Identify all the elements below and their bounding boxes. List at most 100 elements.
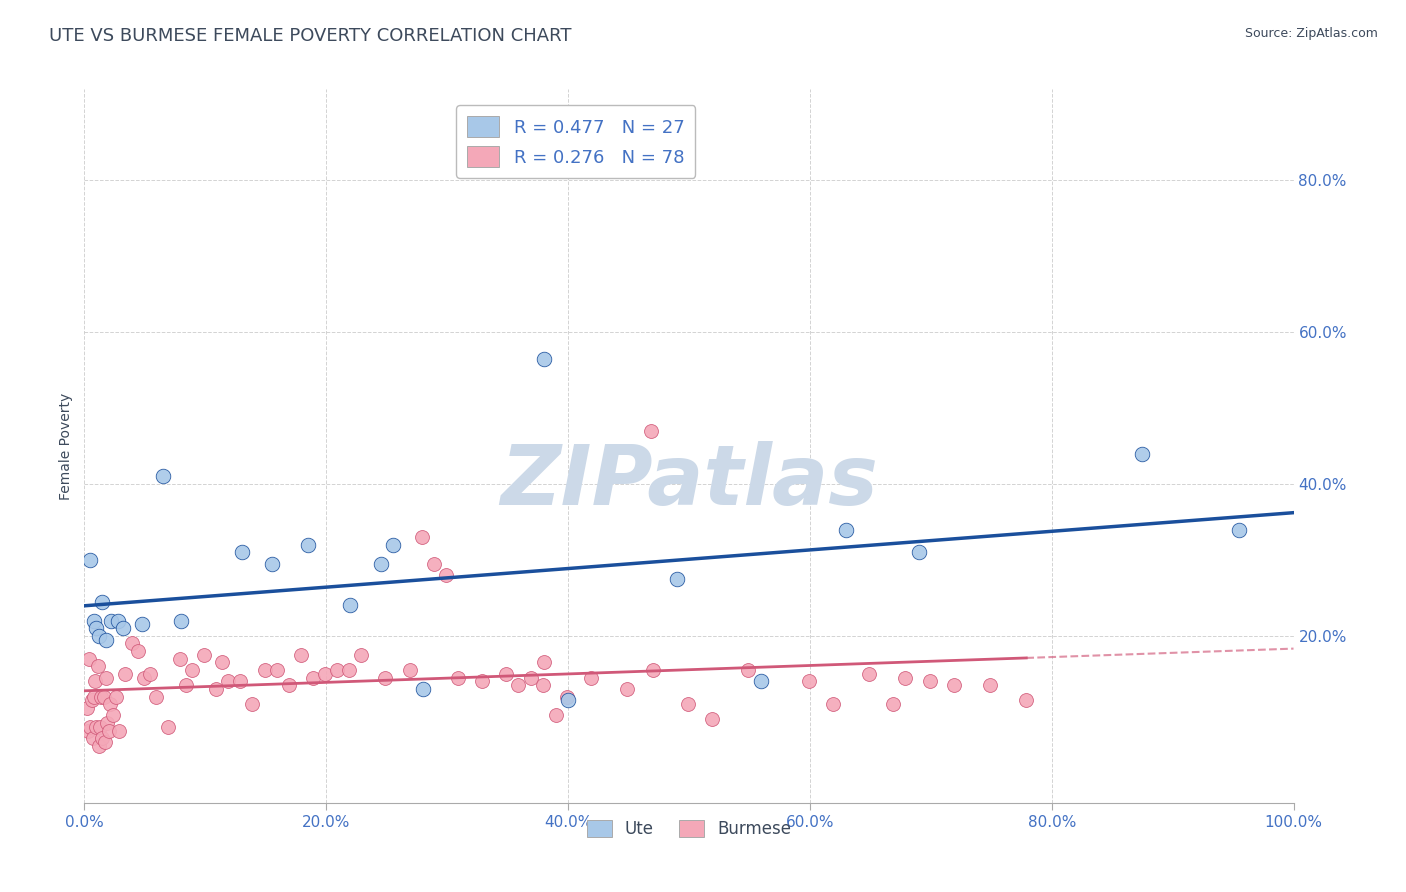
Point <box>174 678 197 692</box>
Point <box>640 424 662 438</box>
Legend: Ute, Burmese: Ute, Burmese <box>579 813 799 845</box>
Point <box>858 666 880 681</box>
Point <box>302 671 325 685</box>
Point <box>979 678 1001 692</box>
Point <box>434 568 457 582</box>
Point <box>83 690 105 704</box>
Point <box>544 708 567 723</box>
Point <box>112 621 135 635</box>
Point <box>77 723 100 738</box>
Point <box>152 469 174 483</box>
Point <box>211 656 233 670</box>
Point <box>86 659 108 673</box>
Point <box>447 671 470 685</box>
Point <box>100 614 122 628</box>
Point <box>231 545 253 559</box>
Point <box>533 656 555 670</box>
Point <box>83 614 105 628</box>
Point <box>314 666 336 681</box>
Point <box>89 720 111 734</box>
Point <box>751 674 773 689</box>
Point <box>381 538 404 552</box>
Point <box>76 701 98 715</box>
Point <box>86 720 108 734</box>
Point <box>84 674 107 689</box>
Point <box>350 648 373 662</box>
Point <box>495 666 517 681</box>
Point <box>79 720 101 734</box>
Point <box>374 671 396 685</box>
Point <box>557 693 579 707</box>
Point <box>82 731 104 746</box>
Point <box>508 678 530 692</box>
Point <box>87 739 110 753</box>
Text: UTE VS BURMESE FEMALE POVERTY CORRELATION CHART: UTE VS BURMESE FEMALE POVERTY CORRELATIO… <box>49 27 572 45</box>
Point <box>641 663 664 677</box>
Y-axis label: Female Poverty: Female Poverty <box>59 392 73 500</box>
Point <box>797 674 820 689</box>
Point <box>398 663 420 677</box>
Point <box>942 678 965 692</box>
Point <box>471 674 494 689</box>
Point <box>80 693 103 707</box>
Point <box>339 599 361 613</box>
Point <box>138 666 160 681</box>
Point <box>96 716 118 731</box>
Point <box>229 674 252 689</box>
Point <box>918 674 941 689</box>
Point <box>97 723 120 738</box>
Point <box>94 671 117 685</box>
Point <box>882 697 904 711</box>
Point <box>370 557 392 571</box>
Point <box>169 651 191 665</box>
Point <box>121 636 143 650</box>
Point <box>1015 693 1038 707</box>
Point <box>205 681 228 696</box>
Point <box>91 594 114 608</box>
Point <box>94 735 117 749</box>
Point <box>253 663 276 677</box>
Point <box>94 632 117 647</box>
Point <box>79 553 101 567</box>
Point <box>411 530 433 544</box>
Point <box>337 663 360 677</box>
Point <box>297 538 319 552</box>
Point <box>531 678 554 692</box>
Point <box>107 614 129 628</box>
Point <box>103 708 125 723</box>
Point <box>260 557 283 571</box>
Point <box>907 545 929 559</box>
Point <box>87 629 110 643</box>
Point <box>242 697 264 711</box>
Point <box>93 690 115 704</box>
Point <box>91 731 114 746</box>
Point <box>266 663 288 677</box>
Text: Source: ZipAtlas.com: Source: ZipAtlas.com <box>1244 27 1378 40</box>
Point <box>290 648 312 662</box>
Point <box>104 690 127 704</box>
Point <box>326 663 349 677</box>
Point <box>423 557 446 571</box>
Point <box>193 648 215 662</box>
Point <box>90 690 112 704</box>
Point <box>676 697 699 711</box>
Point <box>98 697 121 711</box>
Point <box>519 671 541 685</box>
Point <box>145 690 167 704</box>
Point <box>555 690 578 704</box>
Point <box>616 681 638 696</box>
Point <box>665 572 688 586</box>
Point <box>114 666 136 681</box>
Point <box>821 697 844 711</box>
Point <box>156 720 179 734</box>
Point <box>1227 523 1250 537</box>
Point <box>894 671 917 685</box>
Point <box>737 663 759 677</box>
Point <box>77 651 100 665</box>
Point <box>217 674 239 689</box>
Point <box>700 712 723 726</box>
Point <box>127 644 149 658</box>
Point <box>181 663 204 677</box>
Text: ZIPatlas: ZIPatlas <box>501 442 877 522</box>
Point <box>170 614 193 628</box>
